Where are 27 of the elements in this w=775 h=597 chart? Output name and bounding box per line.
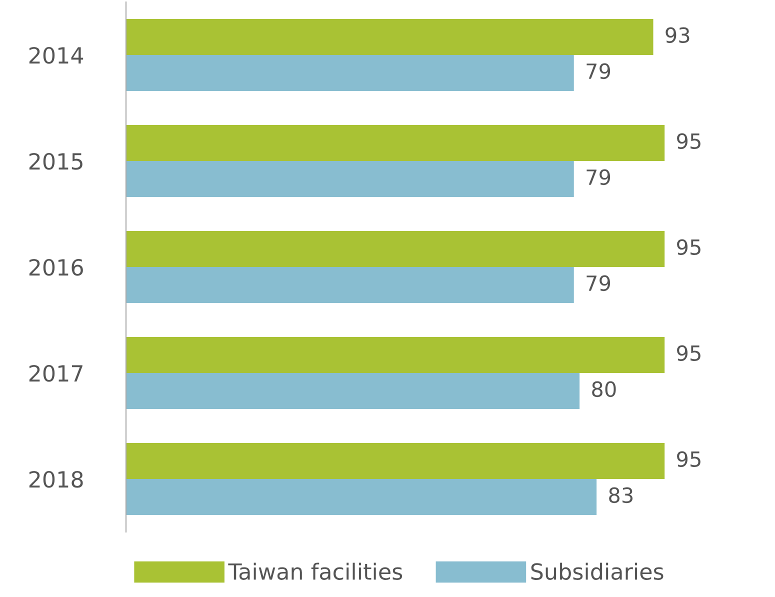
bar xyxy=(126,161,574,198)
bar xyxy=(126,336,665,373)
y-tick-label: 2016 xyxy=(29,258,83,276)
bar xyxy=(126,442,665,479)
data-label: 79 xyxy=(586,63,610,80)
legend-label: Subsidiaries xyxy=(531,562,664,580)
bar xyxy=(126,267,574,304)
legend-label: Taiwan facilities xyxy=(228,562,402,580)
bar xyxy=(126,479,597,516)
data-label: 79 xyxy=(586,169,610,186)
y-tick-label: 2017 xyxy=(29,364,82,382)
bar xyxy=(126,230,665,267)
data-label: 80 xyxy=(592,381,616,398)
bar xyxy=(126,124,665,161)
data-label: 93 xyxy=(666,27,690,44)
bar xyxy=(126,18,654,55)
bar xyxy=(126,55,574,92)
data-label: 79 xyxy=(586,275,610,292)
data-label: 95 xyxy=(677,451,700,468)
data-label: 95 xyxy=(677,239,700,256)
y-tick-label: 2018 xyxy=(29,470,83,488)
data-label: 95 xyxy=(677,133,700,150)
data-label: 83 xyxy=(609,487,633,504)
y-tick-label: 2015 xyxy=(29,152,82,170)
data-label: 95 xyxy=(677,345,700,362)
y-tick-label: 2014 xyxy=(29,46,84,64)
bar xyxy=(126,373,580,410)
